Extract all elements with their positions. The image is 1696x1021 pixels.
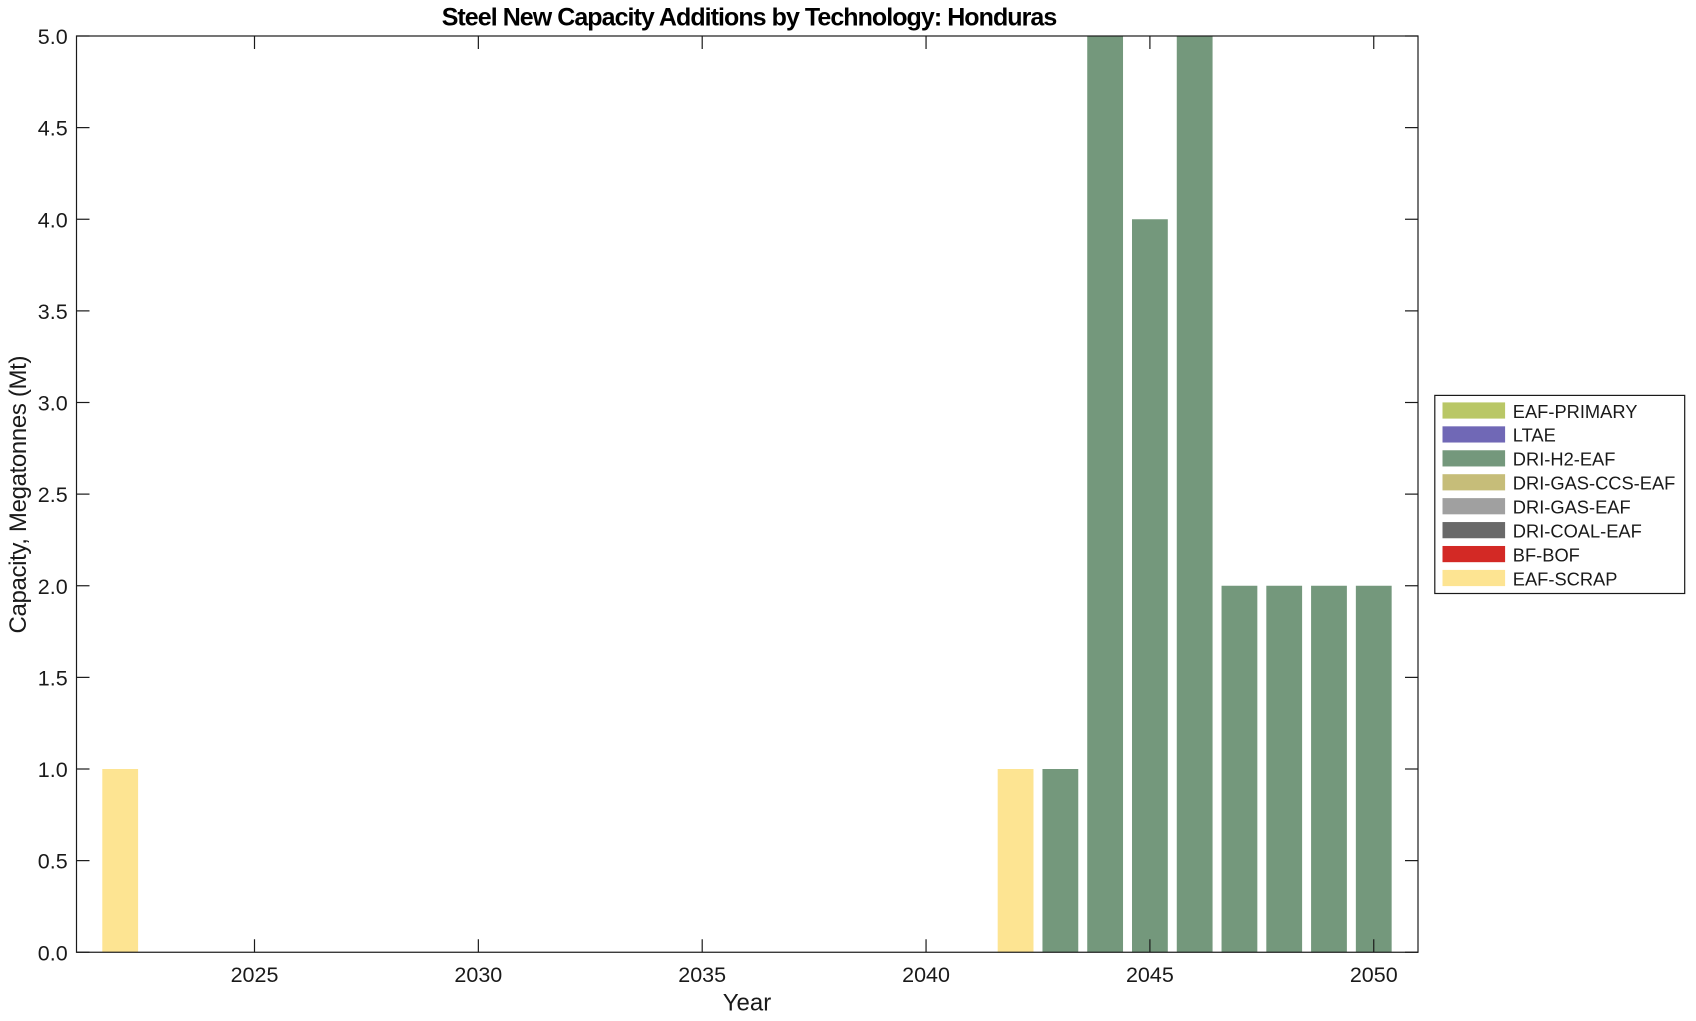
svg-text:2045: 2045 — [1126, 963, 1174, 987]
svg-text:2.0: 2.0 — [38, 575, 68, 599]
svg-text:Steel New Capacity Additions b: Steel New Capacity Additions by Technolo… — [442, 4, 1057, 32]
svg-text:2040: 2040 — [902, 963, 950, 987]
svg-text:EAF-SCRAP: EAF-SCRAP — [1513, 568, 1618, 589]
svg-text:1.0: 1.0 — [38, 758, 68, 782]
svg-text:Capacity, Megatonnes (Mt): Capacity, Megatonnes (Mt) — [5, 356, 32, 634]
svg-text:DRI-GAS-CCS-EAF: DRI-GAS-CCS-EAF — [1513, 473, 1676, 494]
svg-text:4.0: 4.0 — [38, 208, 68, 232]
svg-text:0.0: 0.0 — [38, 941, 68, 965]
svg-text:Year: Year — [723, 989, 772, 1016]
svg-text:1.5: 1.5 — [38, 666, 68, 690]
svg-text:2025: 2025 — [231, 963, 279, 987]
svg-text:5.0: 5.0 — [38, 25, 68, 49]
svg-text:LTAE: LTAE — [1513, 425, 1556, 446]
svg-text:EAF-PRIMARY: EAF-PRIMARY — [1513, 401, 1638, 422]
svg-text:2.5: 2.5 — [38, 483, 68, 507]
svg-text:2050: 2050 — [1350, 963, 1398, 987]
svg-text:DRI-H2-EAF: DRI-H2-EAF — [1513, 449, 1616, 470]
svg-text:4.5: 4.5 — [38, 117, 68, 141]
svg-text:2035: 2035 — [678, 963, 726, 987]
svg-text:3.0: 3.0 — [38, 392, 68, 416]
svg-text:BF-BOF: BF-BOF — [1513, 544, 1580, 565]
svg-text:DRI-GAS-EAF: DRI-GAS-EAF — [1513, 497, 1631, 518]
svg-text:2030: 2030 — [454, 963, 502, 987]
svg-text:DRI-COAL-EAF: DRI-COAL-EAF — [1513, 520, 1642, 541]
svg-text:3.5: 3.5 — [38, 300, 68, 324]
svg-text:0.5: 0.5 — [38, 850, 68, 874]
